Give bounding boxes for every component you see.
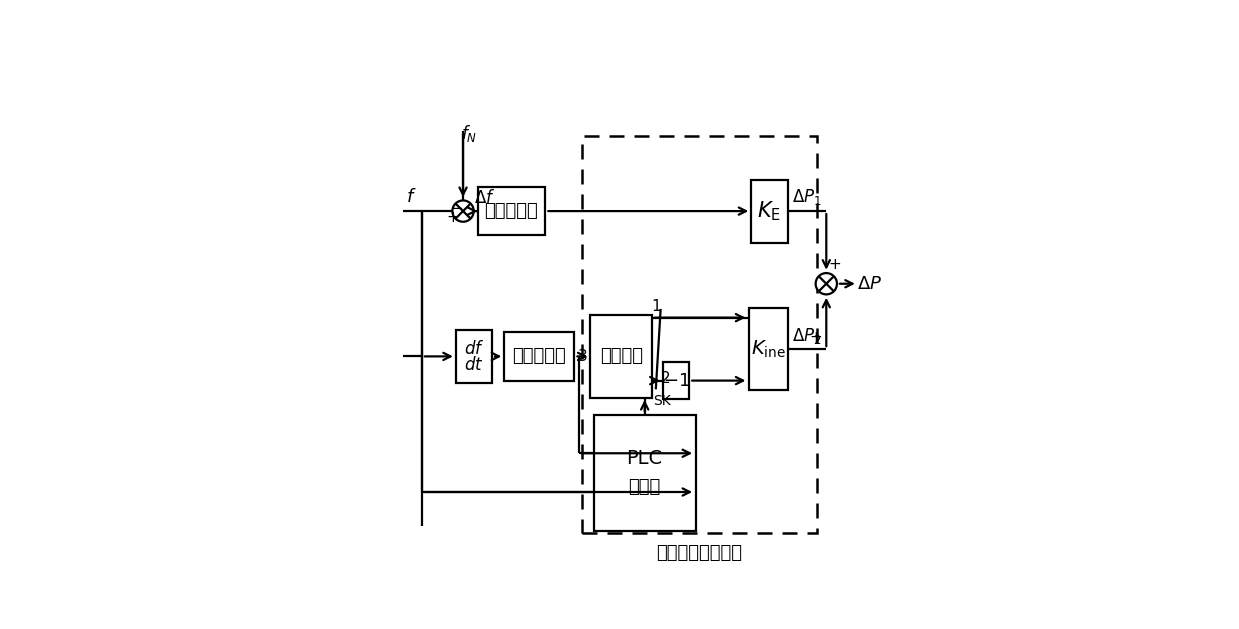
Text: 低通滤波器: 低通滤波器 [513, 347, 566, 365]
Circle shape [815, 273, 838, 294]
Text: 2: 2 [660, 370, 670, 386]
Text: $+$: $+$ [446, 210, 458, 225]
Text: 高通滤波器: 高通滤波器 [484, 202, 539, 220]
Text: SK: SK [653, 394, 672, 408]
Text: PLC: PLC [627, 448, 663, 467]
Bar [663, 362, 689, 399]
Bar [593, 415, 695, 531]
Bar [582, 136, 817, 533]
Text: 3: 3 [579, 349, 589, 364]
Text: $\Delta f$: $\Delta f$ [473, 189, 496, 206]
Text: $f_N$: $f_N$ [461, 123, 477, 144]
Text: 选择开关: 选择开关 [600, 347, 643, 365]
Text: 1: 1 [650, 299, 660, 314]
Circle shape [452, 201, 473, 222]
Text: $df$: $df$ [463, 340, 484, 358]
Text: $+$: $+$ [809, 330, 823, 345]
Text: $K_{\rm ine}$: $K_{\rm ine}$ [751, 338, 786, 360]
Text: 模式切换控制模块: 模式切换控制模块 [657, 543, 742, 562]
Text: $\Delta P_2$: $\Delta P_2$ [792, 326, 821, 345]
Text: $\Delta P_1$: $\Delta P_1$ [792, 187, 821, 206]
Bar [456, 330, 492, 383]
Text: $\Delta P$: $\Delta P$ [857, 275, 882, 292]
Text: $+$: $+$ [829, 257, 841, 272]
Bar [748, 308, 788, 390]
Text: $-$: $-$ [450, 199, 463, 214]
Bar [591, 315, 652, 398]
Bar [477, 187, 545, 235]
Text: $dt$: $dt$ [465, 356, 483, 374]
Text: $f$: $f$ [406, 187, 416, 206]
Bar [504, 332, 575, 381]
Text: 控制器: 控制器 [628, 478, 660, 496]
Text: $K_{\rm E}$: $K_{\rm E}$ [757, 199, 782, 223]
Text: $-1$: $-1$ [663, 372, 690, 389]
Bar [751, 180, 788, 243]
